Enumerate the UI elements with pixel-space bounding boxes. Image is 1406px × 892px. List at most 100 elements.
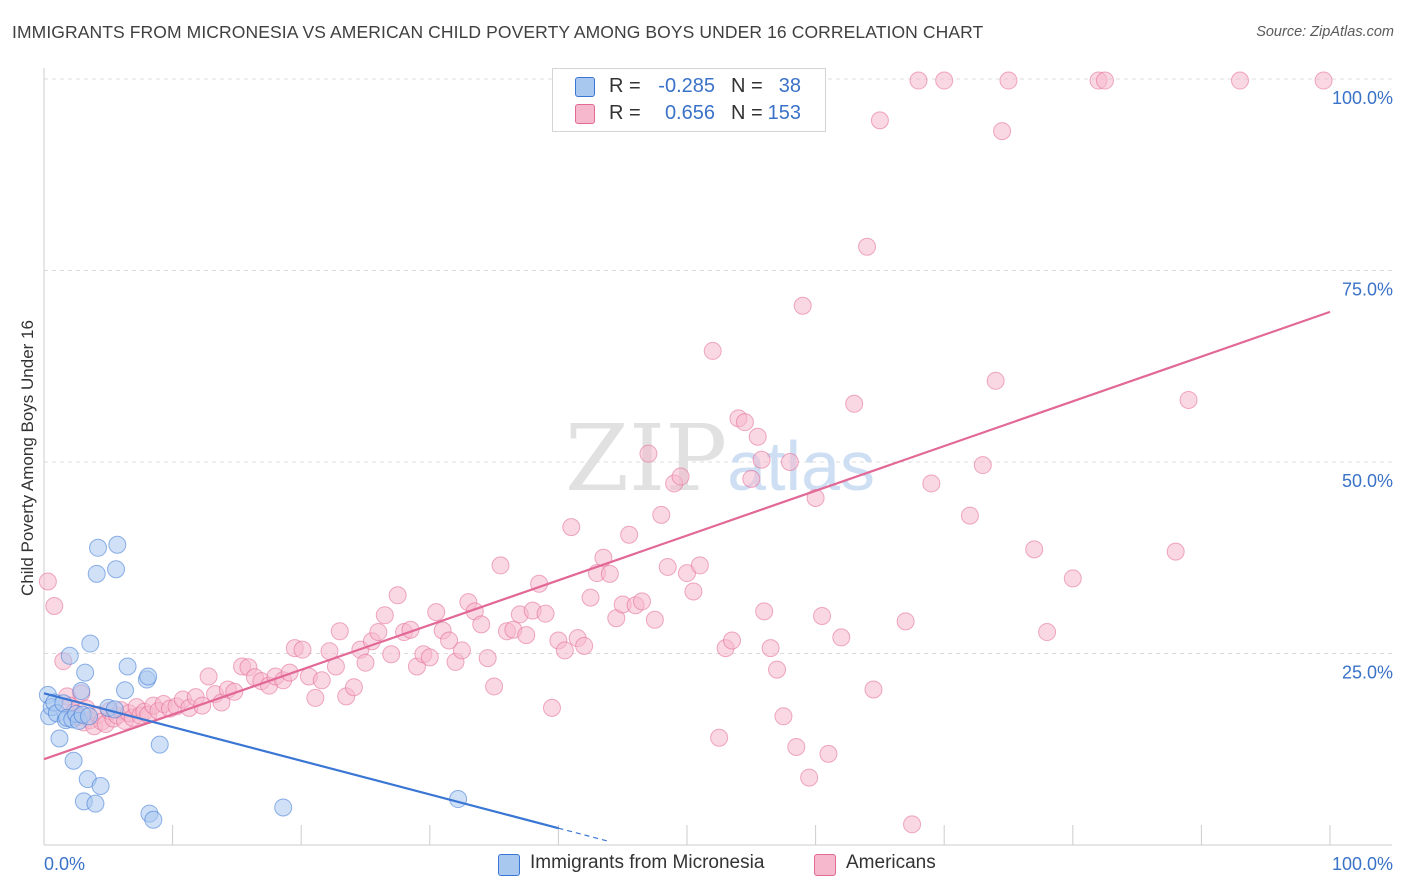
americans-point [858,237,877,256]
micronesia-point [64,751,83,770]
americans-point [452,641,471,660]
legend-swatch-pink [575,104,595,124]
americans-point [710,728,729,747]
y-axis-label: Child Poverty Among Boys Under 16 [18,320,37,596]
americans-point [870,111,889,130]
x-tick-label: 100.0% [1332,854,1393,874]
americans-point [832,628,851,647]
americans-point [935,71,954,90]
americans-point [690,556,709,575]
legend-r-value: -0.285 [658,75,715,97]
americans-point [1063,569,1082,588]
micronesia-point [449,790,468,809]
americans-point [973,456,992,475]
americans-point [1230,71,1249,90]
americans-point [684,582,703,601]
americans-point [225,682,244,701]
americans-point [1025,540,1044,559]
americans-point [793,296,812,315]
micronesia-point [89,538,108,557]
americans-point [293,640,312,659]
micronesia-point [80,707,99,726]
americans-point [806,489,825,508]
americans-point [427,603,446,622]
americans-point [986,371,1005,390]
watermark: ZIPatlas [565,405,875,512]
correlation-legend: R = -0.285 N = 38 R = 0.656 N = 153 [552,68,826,132]
americans-point [600,564,619,583]
micronesia-point [107,560,126,579]
legend-n-label: N = [731,75,763,97]
source-label: Source: ZipAtlas.com [1256,24,1394,40]
americans-point [768,660,787,679]
micronesia-point [91,777,110,796]
x-tick-label: 0.0% [44,854,85,874]
americans-point [369,623,388,642]
americans-point [780,453,799,471]
legend-r-label: R = [609,102,641,124]
micronesia-point [150,735,169,754]
americans-point [312,671,331,690]
legend-swatch-pink [814,854,836,876]
americans-point [620,525,639,544]
americans-point [199,667,218,686]
americans-point [562,518,581,537]
micronesia-point [60,646,79,665]
micronesia-point [87,564,106,583]
micronesia-point [86,794,105,813]
americans-point [723,631,742,650]
americans-point [735,413,754,432]
americans-point [909,71,928,90]
americans-point [993,122,1012,141]
legend-swatch-blue [575,77,595,97]
americans-point [306,688,325,707]
americans-point [38,572,57,591]
americans-point [864,680,883,699]
tick-labels: 0.0% 100.0% 25.0% 50.0% 75.0% 100.0% [44,88,1393,874]
americans-point [542,698,561,717]
americans-trend-line [43,310,1331,761]
legend-label: Immigrants from Micronesia [530,852,765,873]
micronesia-point [274,798,293,817]
micronesia-point [144,810,163,829]
americans-point [581,588,600,607]
y-tick-label: 75.0% [1342,280,1393,300]
y-tick-label: 25.0% [1342,663,1393,683]
americans-point [761,639,780,658]
americans-point [752,450,771,469]
americans-point [658,557,677,576]
americans-point [960,506,979,525]
americans-point [748,427,767,446]
americans-point [193,696,212,715]
micronesia-point [139,667,158,686]
americans-point [903,815,922,834]
americans-point [671,467,690,486]
micronesia-point [108,535,127,554]
americans-point [645,610,664,629]
americans-point [813,606,832,625]
americans-point [787,737,806,756]
legend-swatch-blue [498,854,520,876]
legend-r-label: R = [609,75,641,97]
americans-point [632,592,651,611]
legend-label: Americans [846,852,936,873]
americans-point [440,631,459,650]
data-points [38,71,1333,834]
grid-lines [44,78,1392,654]
americans-point [1314,71,1333,90]
americans-point [845,394,864,413]
micronesia-point [116,681,135,700]
americans-point [388,586,407,605]
americans-point [922,474,941,493]
legend-r-value: 0.656 [664,102,715,124]
americans-point [330,622,349,641]
americans-point [800,768,819,787]
americans-point [755,602,774,621]
americans-point [485,677,504,696]
legend-n-value: 38 [778,75,801,97]
y-tick-label: 100.0% [1332,88,1393,108]
americans-point [472,615,491,634]
americans-point [1038,623,1057,642]
americans-point [478,649,497,668]
americans-point [639,444,658,463]
